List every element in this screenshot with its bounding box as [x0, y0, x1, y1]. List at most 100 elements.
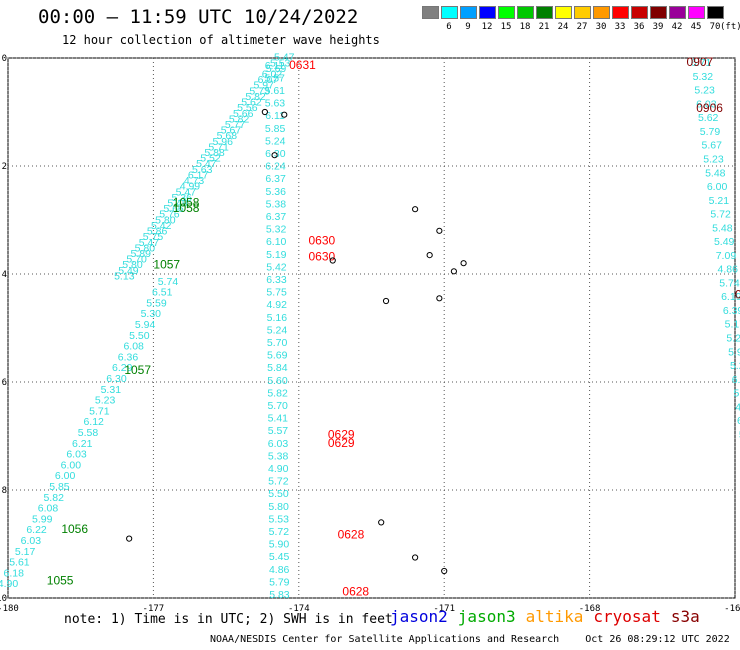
legend-swatch	[479, 6, 496, 19]
wave-height-label: 6.19	[721, 291, 740, 303]
satellite-cryosat: cryosat	[593, 607, 661, 626]
wave-height-label: 4.92	[267, 299, 288, 311]
time-label: 0	[735, 287, 740, 301]
time-label: 0906	[696, 101, 723, 115]
wave-height-label: 5.72	[710, 209, 731, 221]
wave-height-label: 6.45	[732, 374, 740, 386]
island-icon	[329, 257, 336, 264]
wave-height-label: 5.67	[702, 140, 723, 152]
island-icon	[412, 554, 419, 561]
wave-height-label: 5.42	[151, 220, 172, 232]
wave-height-label: 5.47	[176, 186, 197, 198]
satellite-s3a: s3a	[670, 607, 700, 626]
wave-height-label: 5.71	[89, 405, 110, 417]
island-icon	[126, 535, 133, 542]
legend-label: 33	[614, 22, 626, 32]
legend-label: 30	[595, 22, 607, 32]
wave-height-label: 5.57	[264, 72, 285, 84]
time-label: 0631	[289, 58, 316, 72]
island-icon	[271, 152, 278, 159]
lat-tick-label: -8	[0, 486, 7, 496]
time-label: 0907	[687, 55, 714, 69]
wave-height-label: 6.37	[265, 173, 286, 185]
wave-height-label: 6.00	[707, 181, 728, 193]
wave-height-label: 6.71	[691, 57, 712, 69]
wave-height-label: 5.23	[703, 153, 724, 165]
lat-tick-label: -4	[0, 270, 7, 280]
wave-height-label: 5.36	[172, 192, 193, 204]
wave-height-label: 5.82	[245, 91, 266, 103]
wave-height-label: 6.17	[188, 169, 209, 181]
wave-height-label: 6.30	[106, 373, 127, 385]
time-label: 1058	[173, 201, 200, 215]
wave-height-label: 5.36	[266, 186, 287, 198]
time-label: 1055	[47, 574, 74, 588]
legend-swatch	[555, 6, 572, 19]
wave-height-label: 6.39	[723, 305, 740, 317]
legend-label: 21	[538, 22, 550, 32]
wave-height-label: 5.94	[135, 319, 156, 331]
wave-height-label: 5.70	[126, 254, 147, 266]
wave-height-label: 5.82	[43, 492, 64, 504]
wave-height-label: 6.11	[265, 110, 285, 122]
wave-height-label: 5.85	[265, 123, 286, 135]
wave-height-label: 6.12	[83, 416, 104, 428]
time-label: 1056	[61, 522, 88, 536]
legend-swatch	[498, 6, 515, 19]
wave-height-label: 5.97	[254, 80, 275, 92]
island-icon	[261, 108, 268, 116]
wave-height-label: 5.96	[213, 136, 234, 148]
lon-tick-label: -171	[433, 604, 455, 614]
wave-height-label: 5.76	[159, 209, 180, 221]
wave-height-label: 5.22	[726, 333, 740, 345]
wave-height-label: 6.07	[258, 74, 279, 86]
wave-height-label: 5.60	[267, 375, 288, 387]
wave-height-label: 5.48	[712, 222, 733, 234]
satellite-legend: jason2 jason3 altika cryosat s3a	[390, 607, 710, 626]
wave-height-label: 5.47	[274, 52, 295, 64]
wave-height-label: 6.33	[266, 274, 287, 286]
legend-swatch	[688, 6, 705, 19]
wave-height-label: 5.50	[129, 330, 150, 342]
island-icon	[412, 206, 419, 213]
island-icon	[436, 295, 443, 302]
wave-height-label: 5.71	[208, 141, 229, 153]
page-title: 00:00 – 11:59 UTC 10/24/2022	[38, 6, 359, 28]
wave-height-label: 5.57	[268, 425, 289, 437]
wave-height-label: 5.49	[714, 236, 735, 248]
island-icon	[436, 227, 443, 234]
legend-label: 15	[500, 22, 512, 32]
wave-height-label: 6.51	[152, 287, 173, 299]
time-label: 0629	[328, 436, 355, 450]
wave-height-label: 4.73	[184, 175, 205, 187]
time-label: 1058	[173, 196, 200, 210]
wave-height-label: 5.92	[728, 346, 740, 358]
footer-credit: NOAA/NESDIS Center for Satellite Applica…	[210, 634, 560, 645]
lon-tick-label: -168	[579, 604, 601, 614]
wave-height-label: 6.22	[26, 524, 47, 536]
wave-height-label: 6.30	[265, 148, 286, 160]
wave-height-label: 6.08	[123, 341, 144, 353]
wave-height-label: 5.77	[225, 119, 246, 131]
map-frame	[7, 57, 736, 599]
island-icon	[378, 519, 385, 526]
wave-height-label: 5.53	[269, 513, 290, 525]
wave-height-label: 5.66	[163, 203, 184, 215]
wave-height-label: 5.82	[229, 113, 250, 125]
wave-height-label: 6.00	[61, 459, 82, 471]
wave-height-label: 5.68	[217, 130, 238, 142]
wave-height-label: 4.86	[718, 264, 739, 276]
wave-height-label: 5.73	[249, 85, 270, 97]
satellite-altika: altika	[525, 607, 584, 626]
wave-height-label: 5.90	[269, 539, 290, 551]
wave-height-label: 5.80	[135, 242, 156, 254]
wave-height-label: 5.50	[734, 388, 740, 400]
legend-label: 70	[709, 22, 721, 32]
wave-height-label: 5.47	[196, 158, 217, 170]
wave-height-label: 5.58	[78, 427, 99, 439]
wave-height-label: 5.89	[739, 429, 740, 441]
legend-label: 24	[557, 22, 569, 32]
wave-height-label: 5.42	[266, 261, 287, 273]
wave-height-label: 5.61	[265, 85, 286, 97]
wave-height-label: 5.99	[32, 513, 53, 525]
